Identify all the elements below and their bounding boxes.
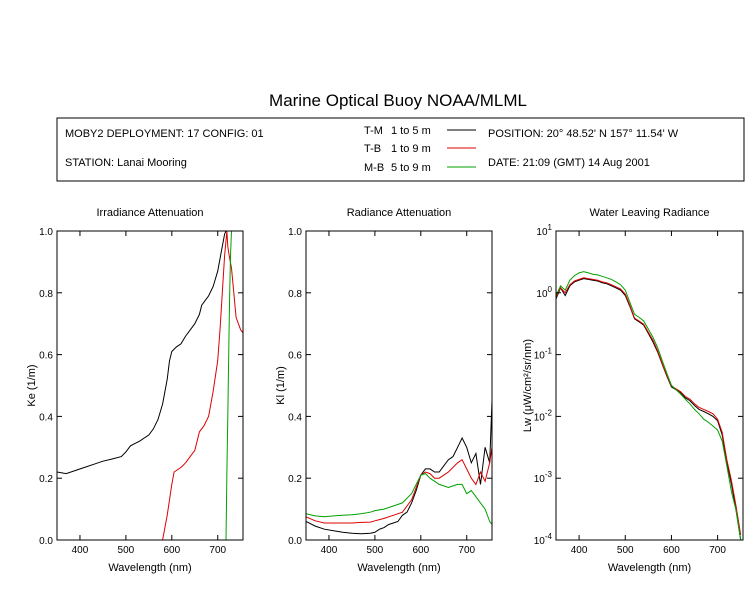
chart-panel: Water Leaving Radiance 400 500 600 700 10-4 10… bbox=[522, 207, 744, 574]
chart-panel: Radiance Attenuation 400 500 600 700 0.0 0.2 0.… bbox=[275, 207, 493, 574]
plot-frame bbox=[305, 230, 493, 541]
date-text: DATE: 21:09 (GMT) 14 Aug 2001 bbox=[488, 157, 650, 169]
x-tick-label: 400 bbox=[571, 545, 588, 556]
legend-range: 5 to 9 m bbox=[391, 162, 431, 174]
legend-range: 1 to 9 m bbox=[391, 143, 431, 155]
y-axis-label: Lw (μW/cm²/sr/nm) bbox=[522, 339, 534, 432]
panel-title: Irradiance Attenuation bbox=[96, 207, 203, 219]
legend-range: 1 to 5 m bbox=[391, 125, 431, 137]
y-tick-label: 1.0 bbox=[39, 227, 53, 238]
plots: Irradiance Attenuation 400 500 600 700 0.0 0.2… bbox=[26, 207, 744, 574]
series-line bbox=[306, 473, 492, 525]
y-tick-label: 10-3 bbox=[534, 470, 553, 485]
x-axis-label: Wavelength (nm) bbox=[108, 562, 191, 574]
x-tick-label: 600 bbox=[412, 545, 429, 556]
x-tick-label: 600 bbox=[163, 545, 180, 556]
series-line bbox=[162, 231, 243, 540]
chart-panel: Irradiance Attenuation 400 500 600 700 0.0 0.2… bbox=[26, 207, 244, 574]
y-tick-label: 0.0 bbox=[288, 536, 302, 547]
y-tick-label: 0.8 bbox=[39, 289, 53, 300]
x-axis-label: Wavelength (nm) bbox=[608, 562, 691, 574]
position-text: POSITION: 20° 48.52' N 157° 11.54' W bbox=[488, 128, 679, 140]
info-box-frame bbox=[56, 117, 745, 182]
series-line bbox=[306, 447, 492, 524]
y-tick-label: 0.6 bbox=[39, 351, 53, 362]
x-tick-label: 500 bbox=[617, 545, 634, 556]
x-tick-label: 700 bbox=[209, 545, 226, 556]
y-tick-label: 0.2 bbox=[39, 474, 53, 485]
series-line bbox=[225, 231, 232, 540]
deployment-text: MOBY2 DEPLOYMENT: 17 CONFIG: 01 bbox=[65, 128, 264, 140]
figure-title: Marine Optical Buoy NOAA/MLML bbox=[269, 91, 527, 110]
x-tick-label: 500 bbox=[367, 545, 384, 556]
x-axis-label: Wavelength (nm) bbox=[357, 562, 440, 574]
y-tick-label: 0.4 bbox=[288, 412, 302, 423]
series-line bbox=[306, 400, 492, 535]
y-tick-label: 0.6 bbox=[288, 351, 302, 362]
y-axis-label: Kl (1/m) bbox=[275, 366, 287, 405]
series-line bbox=[57, 231, 227, 475]
y-tick-label: 0.4 bbox=[39, 412, 53, 423]
y-tick-label: 10-1 bbox=[534, 347, 553, 362]
y-tick-label: 0.8 bbox=[288, 289, 302, 300]
x-tick-label: 500 bbox=[118, 545, 135, 556]
y-tick-label: 1.0 bbox=[288, 227, 302, 238]
y-axis-label: Ke (1/m) bbox=[26, 364, 38, 406]
series-line bbox=[556, 271, 742, 540]
series-line bbox=[556, 278, 742, 540]
panel-title: Water Leaving Radiance bbox=[589, 207, 709, 219]
x-tick-label: 400 bbox=[321, 545, 338, 556]
station-text: STATION: Lanai Mooring bbox=[65, 157, 187, 169]
series-line bbox=[556, 277, 742, 536]
plot-frame bbox=[56, 230, 244, 541]
y-tick-label: 0.0 bbox=[39, 536, 53, 547]
x-tick-label: 700 bbox=[709, 545, 726, 556]
x-tick-label: 700 bbox=[458, 545, 475, 556]
legend-code: T-B bbox=[364, 143, 381, 155]
x-tick-label: 400 bbox=[72, 545, 89, 556]
y-tick-label: 10-4 bbox=[534, 532, 553, 547]
y-tick-label: 100 bbox=[536, 285, 552, 300]
info-box: MOBY2 DEPLOYMENT: 17 CONFIG: 01 STATION:… bbox=[56, 117, 745, 182]
panel-title: Radiance Attenuation bbox=[347, 207, 452, 219]
legend-code: M-B bbox=[364, 162, 384, 174]
y-tick-label: 101 bbox=[536, 223, 552, 238]
depth-legend: T-M 1 to 5 m T-B 1 to 9 m M-B 5 to 9 m bbox=[364, 125, 476, 174]
x-tick-label: 600 bbox=[663, 545, 680, 556]
plot-frame bbox=[555, 230, 744, 541]
y-tick-label: 0.2 bbox=[288, 474, 302, 485]
y-tick-label: 10-2 bbox=[534, 408, 553, 423]
legend-code: T-M bbox=[364, 125, 383, 137]
